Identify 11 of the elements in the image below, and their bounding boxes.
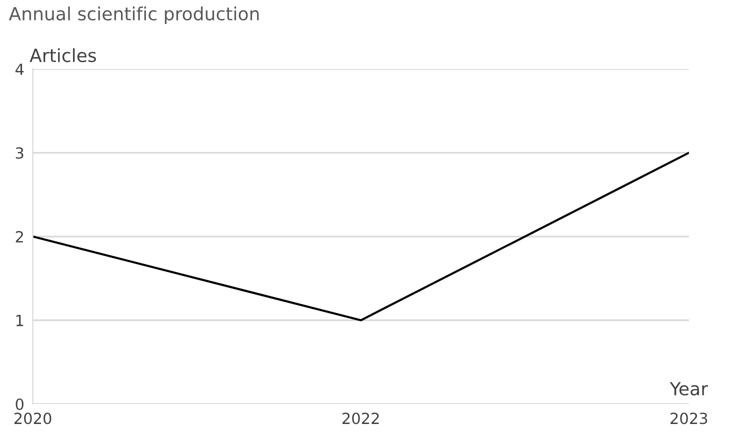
- x-axis-title: Year: [670, 382, 708, 396]
- y-tick-label: 2: [16, 230, 23, 242]
- y-tick-label: 0: [16, 398, 24, 410]
- y-axis-title: Articles: [30, 48, 96, 62]
- x-tick-label: 2022: [342, 412, 379, 424]
- y-tick-label: 3: [16, 147, 24, 159]
- chart-title: Annual scientific production: [8, 6, 259, 24]
- x-tick-label: 2023: [670, 412, 708, 424]
- y-tick-label: 4: [16, 64, 24, 75]
- y-tick-label: 1: [16, 314, 24, 326]
- x-tick-label: 2020: [14, 412, 52, 424]
